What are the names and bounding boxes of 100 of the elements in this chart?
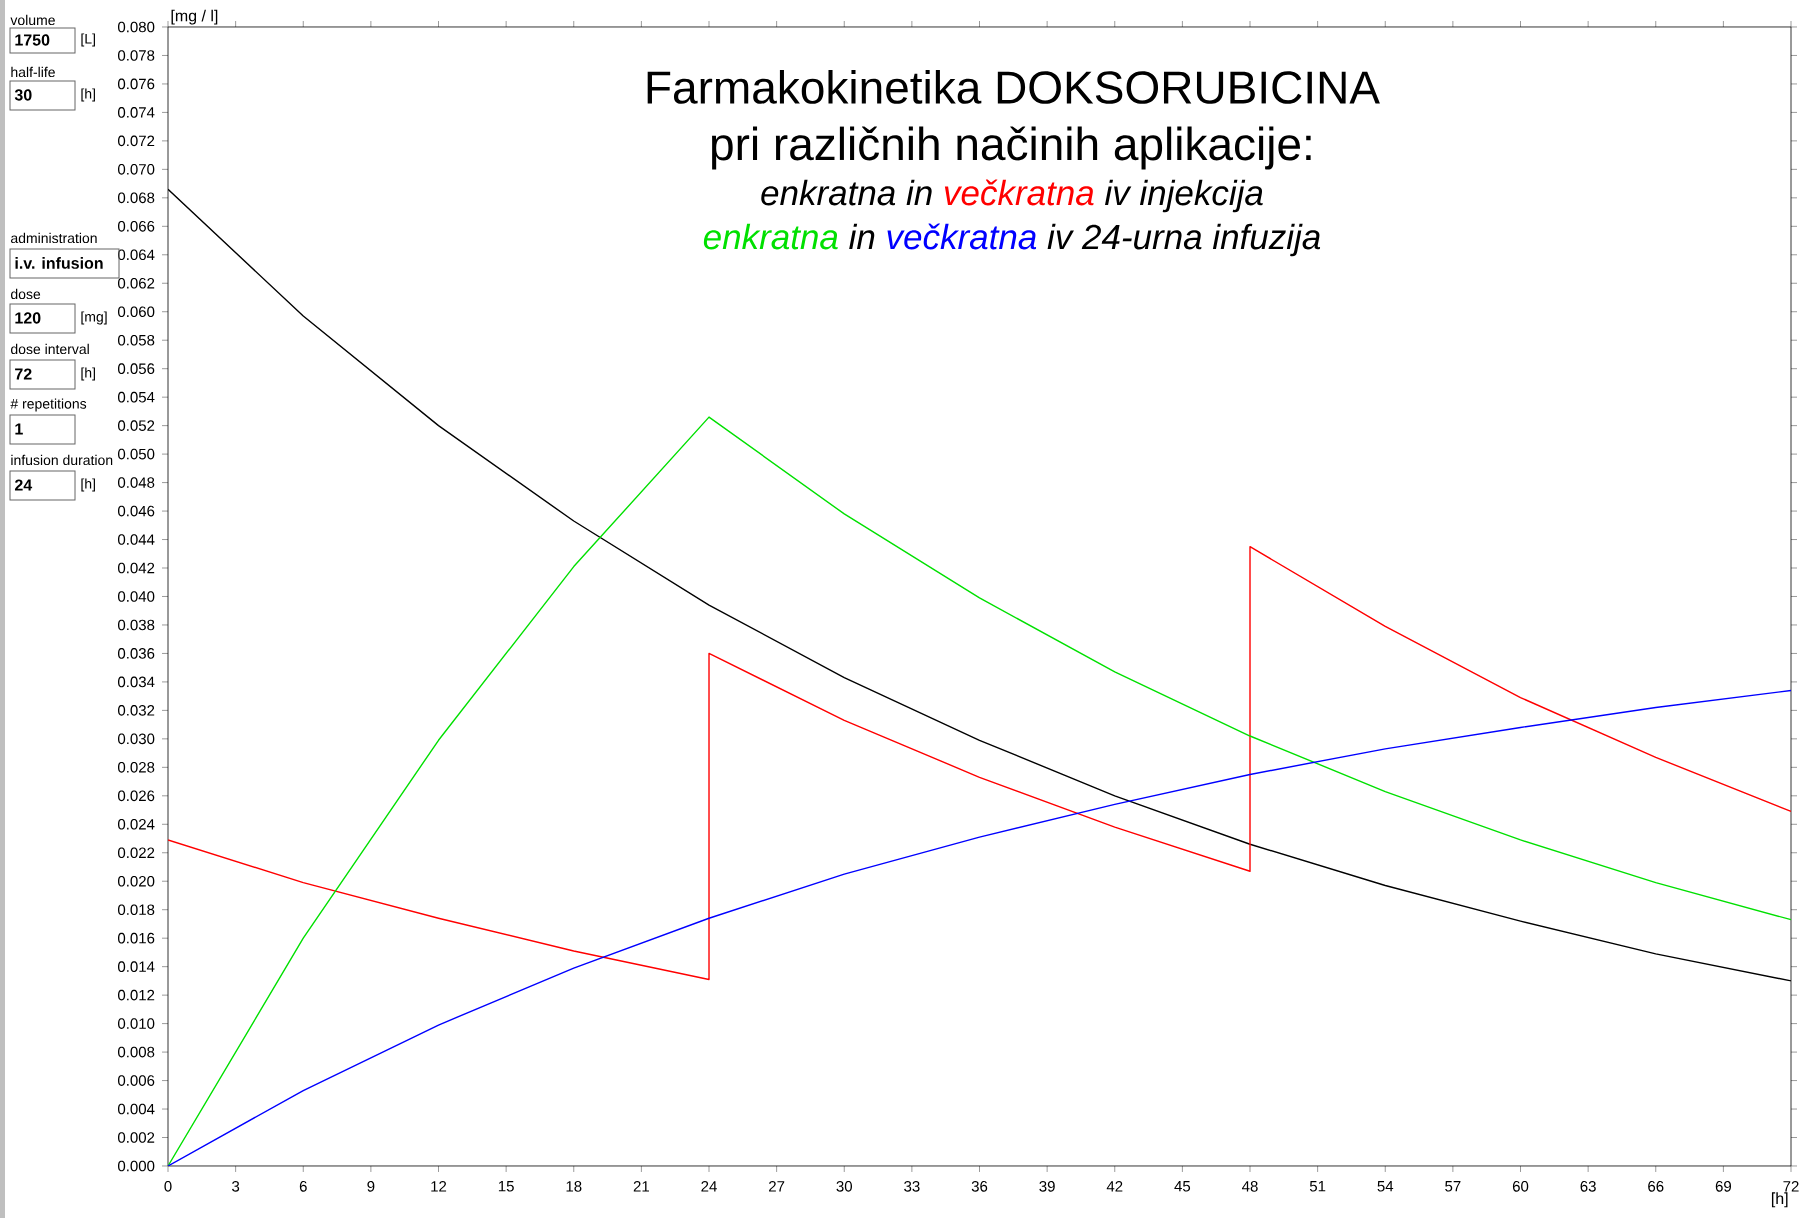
text: 30 [14,89,32,101]
x-tick-label: 57 [1445,1181,1461,1192]
y-tick-label: 0.030 [118,733,155,745]
y-tick-label: 0.020 [118,875,155,887]
annotation: in [906,179,932,206]
y-tick-label: 0.038 [118,619,155,631]
x-tick-label: 24 [701,1181,717,1192]
text: dose [11,288,41,300]
y-tick-label: 0.054 [118,391,155,403]
x-tick-label: 72 [1783,1181,1799,1192]
line-series [168,545,1792,981]
y-tick-label: 0.032 [118,705,155,716]
y-tick-label: 0.008 [118,1046,155,1058]
text: [h] [81,478,95,492]
x-axis-title: [h] [1771,1192,1788,1208]
text: pri različnih načinih aplikacije: [712,126,1311,170]
y-tick-label: 0.064 [118,249,155,261]
x-tick-label: 3 [232,1181,240,1192]
text: enkratna [761,179,896,206]
text: [L] [81,33,95,47]
y-tick-label: 0.010 [118,1018,155,1029]
x-tick-label: 15 [498,1181,514,1192]
y-tick-label: 0.040 [118,591,155,602]
y-tick-label: 0.036 [118,648,155,659]
text: Farmakokinetika DOKSORUBICINA [647,70,1380,104]
x-tick-label: 30 [836,1181,852,1192]
text: infusion duration [11,454,113,466]
x-tick-label: 54 [1377,1181,1394,1192]
text: [h] [81,88,95,102]
text: [mg] [81,311,107,325]
text: 120 [15,312,41,324]
x-tick-label: 9 [367,1181,375,1192]
y-tick-label: 0.014 [118,961,155,972]
y-tick-label: 0.012 [118,989,155,1001]
text: administration [11,232,97,244]
y-tick-label: 0.066 [118,221,155,232]
text: 1 [15,423,23,435]
x-tick-label: 48 [1242,1181,1258,1192]
y-tick-label: 0.052 [118,420,155,431]
y-tick-label: 0.060 [118,306,155,318]
y-tick-label: 0.000 [118,1160,155,1172]
y-tick-label: 0.050 [118,448,155,460]
text: half-life [11,66,55,78]
y-tick-label: 0.004 [118,1103,155,1115]
text: # repetitions [10,398,87,412]
text: večkratna [944,179,1094,206]
y-tick-label: 0.034 [118,676,155,688]
text: 72 [15,368,32,380]
y-tick-label: 0.026 [118,790,155,802]
x-tick-label: 63 [1580,1181,1596,1192]
y-tick-label: 0.044 [118,534,155,545]
text: 1750 [15,34,50,46]
y-tick-label: 0.002 [118,1132,155,1143]
x-tick-label: 66 [1648,1181,1664,1192]
x-tick-label: 0 [164,1181,172,1192]
x-tick-label: 18 [566,1181,582,1192]
y-tick-label: 0.056 [118,363,155,375]
x-tick-label: 69 [1715,1181,1731,1192]
y-tick-label: 0.028 [118,762,155,773]
y-tick-label: 0.072 [118,135,155,147]
y-tick-label: 0.068 [118,192,155,204]
line-series [168,689,1792,1166]
x-tick-label: 39 [1039,1181,1055,1192]
annotation: in [849,223,875,250]
y-tick-label: 0.080 [118,21,155,33]
x-tick-label: 33 [904,1181,920,1192]
y-tick-label: 0.062 [118,277,155,289]
y-tick-label: 0.046 [118,505,155,517]
text: večkratna [887,223,1037,250]
y-tick-label: 0.078 [118,50,155,61]
x-tick-label: 45 [1174,1181,1191,1192]
y-tick-label: 0.016 [118,932,155,944]
text: dose interval [11,343,89,355]
text: [h] [81,367,95,381]
text: enkratna [703,223,838,250]
y-tick-label: 0.006 [118,1075,155,1086]
x-tick-label: 6 [299,1181,307,1192]
x-tick-label: 21 [633,1181,649,1192]
text: volume [10,14,55,26]
y-tick-label: 0.024 [118,818,155,830]
y-tick-label: 0.022 [118,847,155,859]
y-tick-label: 0.070 [118,164,155,175]
y-tick-label: 0.048 [118,477,155,488]
x-tick-label: 60 [1512,1181,1529,1192]
annotation: iv 24-urna infuzija [1047,223,1321,257]
line-series [168,416,1792,1166]
y-tick-label: 0.076 [118,78,155,90]
y-tick-label: 0.058 [118,334,155,346]
x-tick-label: 36 [971,1181,988,1192]
y-axis-title: [mg / l] [171,9,218,25]
y-tick-label: 0.018 [118,904,155,916]
text: 24 [14,479,33,491]
x-tick-label: 12 [431,1181,447,1192]
y-tick-label: 0.074 [118,107,155,118]
text: i.v. infusion [15,257,103,269]
x-tick-label: 42 [1106,1181,1123,1192]
x-tick-label: 51 [1309,1181,1326,1192]
y-tick-label: 0.042 [118,562,155,574]
x-tick-label: 27 [769,1181,785,1192]
annotation: iv injekcija [1105,179,1263,213]
